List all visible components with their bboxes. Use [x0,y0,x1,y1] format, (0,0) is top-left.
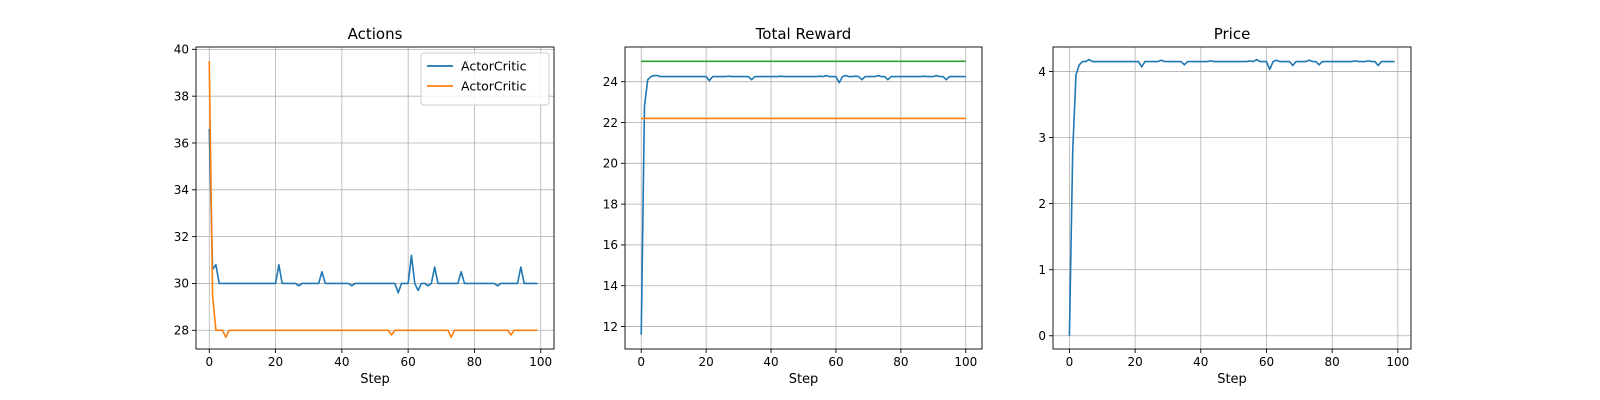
series-line [640,74,966,335]
y-tick-label: 32 [174,230,189,244]
y-tick-label: 20 [603,157,618,171]
axes-frame [195,46,555,350]
y-tick-label: 4 [1038,65,1046,79]
y-tick-label: 14 [603,279,618,293]
subplot-2: 0 20 40 60 80 100 0 1 2 3 4 Price Step [1038,25,1412,387]
legend: ActorCritic ActorCritic [420,52,550,106]
y-tick-label: 12 [603,320,618,334]
axes-frame [1052,46,1412,350]
axes-frame [624,46,983,350]
y-tick-label: 18 [603,197,618,211]
series-line [208,128,538,294]
y-tick-label: 38 [174,89,189,103]
x-tick-label: 100 [954,355,977,369]
x-tick-label: 0 [205,355,213,369]
subplot-0: 0 20 40 60 80 100 28 30 32 34 36 38 40 Actions Step Act… [174,25,555,387]
x-axis-label: Step [789,372,819,387]
chart-title: Actions [348,25,403,43]
x-tick-label: 80 [467,355,482,369]
legend-label: ActorCritic [461,59,527,74]
x-tick-label: 20 [698,355,713,369]
x-tick-label: 0 [1066,355,1074,369]
chart-title: Total Reward [755,25,852,43]
y-tick-label: 1 [1038,263,1046,277]
x-tick-label: 20 [268,355,283,369]
y-tick-label: 36 [174,136,189,150]
x-tick-label: 40 [1193,355,1208,369]
x-tick-label: 0 [637,355,645,369]
y-tick-label: 22 [603,116,618,130]
y-tick-label: 16 [603,238,618,252]
y-tick-label: 40 [174,43,189,57]
x-tick-label: 60 [828,355,843,369]
y-tick-label: 3 [1038,131,1046,145]
x-tick-label: 40 [334,355,349,369]
y-tick-label: 0 [1038,329,1046,343]
y-tick-label: 30 [174,277,189,291]
y-tick-label: 24 [603,75,618,89]
x-axis-label: Step [360,372,390,387]
chart-title: Price [1214,25,1251,43]
legend-label: ActorCritic [461,79,527,94]
series-line [208,61,538,339]
subplot-1: 0 20 40 60 80 100 12 14 16 18 20 22 24 Total Reward St… [603,25,983,387]
x-tick-label: 80 [1325,355,1340,369]
series-line [1068,58,1395,336]
x-tick-label: 100 [1386,355,1409,369]
x-tick-label: 40 [763,355,778,369]
y-tick-label: 34 [174,183,189,197]
x-axis-label: Step [1217,372,1247,387]
x-tick-label: 100 [529,355,552,369]
x-tick-label: 60 [401,355,416,369]
y-tick-label: 2 [1038,197,1046,211]
x-tick-label: 20 [1127,355,1142,369]
y-tick-label: 28 [174,324,189,338]
x-tick-label: 60 [1259,355,1274,369]
x-tick-label: 80 [893,355,908,369]
